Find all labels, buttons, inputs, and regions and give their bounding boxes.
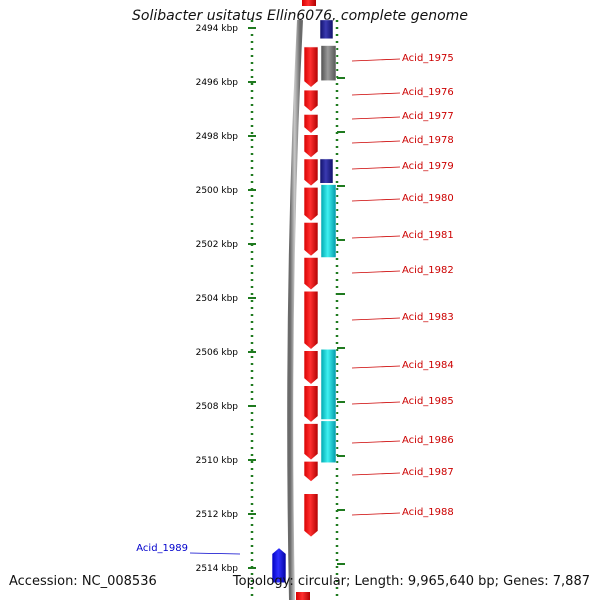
axis-tick-label: 2506 kbp [196,348,239,358]
axis-tick-label: 2494 kbp [196,24,239,34]
gene-arrow-acid-1979 [303,158,319,187]
map-title: Solibacter usitatus Ellin6076, complete … [132,8,468,24]
gene-fragment-top [302,0,316,6]
leader-line [351,472,401,476]
gene-arrow-acid-1984 [303,350,319,385]
gene-label-acid-1978: Acid_1978 [402,135,454,146]
leader-line [351,270,401,274]
gene-arrow-acid-1983 [303,290,319,350]
gene-label-acid-1986: Acid_1986 [402,435,454,446]
axis-tick-label: 2512 kbp [196,510,239,520]
leader-line [351,58,401,62]
leader-line [351,317,401,321]
gene-label-acid-1981: Acid_1981 [402,230,454,241]
gene-label-acid-1980: Acid_1980 [402,193,454,204]
leader-line [351,198,401,202]
gene-label-acid-1979: Acid_1979 [402,161,454,172]
gene-arrow-acid-1976 [303,89,319,113]
gene-arrow-acid-1987 [303,461,319,482]
gene-arrow-acid-1975 [303,46,319,88]
axis-tick-label: 2498 kbp [196,132,239,142]
axis-tick-label: 2510 kbp [196,456,239,466]
leader-line [351,235,401,239]
gene-label-acid-1988: Acid_1988 [402,507,454,518]
gene-arrow-acid-1986 [303,423,319,461]
gene-label-acid-1976: Acid_1976 [402,87,454,98]
navy-feature-mid [319,158,334,184]
gene-arrow-acid-1977 [303,114,319,134]
gene-label-acid-1985: Acid_1985 [402,396,454,407]
leader-line [351,166,401,170]
gene-label-acid-1983: Acid_1983 [402,312,454,323]
gene-arrow-acid-1978 [303,134,319,158]
gene-label-acid-1987: Acid_1987 [402,467,454,478]
gene-label-acid-1984: Acid_1984 [402,360,454,371]
gene-arrow-acid-1980 [303,187,319,222]
leader-line [351,365,401,369]
gray-feature [320,45,337,81]
leader-line [351,401,401,405]
axis-tick-label: 2508 kbp [196,402,239,412]
navy-feature-top [319,19,334,40]
leader-line [351,116,401,120]
leader-line [351,140,401,144]
accession-text: Accession: NC_008536 [9,574,157,589]
gene-arrow-acid-1989 [271,547,287,584]
gene-label-acid-1977: Acid_1977 [402,111,454,122]
axis-tick-label: 2504 kbp [196,294,239,304]
axis-tick-label: 2502 kbp [196,240,239,250]
cyan-feature-1 [320,184,337,258]
gene-arrow-acid-1981 [303,222,319,257]
gene-arrow-acid-1982 [303,257,319,291]
gene-label-acid-1989: Acid_1989 [136,543,188,554]
leader-line [189,552,241,555]
leader-line [351,440,401,444]
axis-tick-label: 2496 kbp [196,78,239,88]
gene-arrow-acid-1985 [303,385,319,423]
axis-tick-label: 2514 kbp [196,564,239,574]
leader-line [351,92,401,96]
genome-backbone [287,19,303,600]
gene-arrow-acid-1988 [303,493,319,538]
cyan-feature-3 [320,420,337,463]
gene-label-acid-1982: Acid_1982 [402,265,454,276]
cyan-feature-2 [320,349,337,420]
axis-tick-label: 2500 kbp [196,186,239,196]
genome-summary-text: Topology: circular; Length: 9,965,640 bp… [232,574,590,589]
gene-label-acid-1975: Acid_1975 [402,53,454,64]
gene-fragment-bottom [296,592,310,600]
leader-line [351,512,401,516]
